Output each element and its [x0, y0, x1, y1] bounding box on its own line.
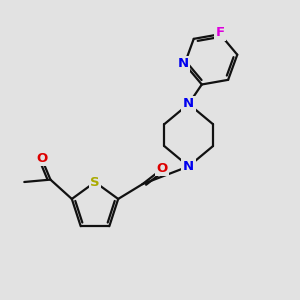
Text: F: F	[215, 26, 225, 39]
Text: S: S	[90, 176, 100, 189]
Text: O: O	[157, 162, 168, 175]
Text: O: O	[36, 152, 47, 165]
Text: N: N	[183, 160, 194, 173]
Text: N: N	[178, 58, 189, 70]
Text: N: N	[183, 98, 194, 110]
